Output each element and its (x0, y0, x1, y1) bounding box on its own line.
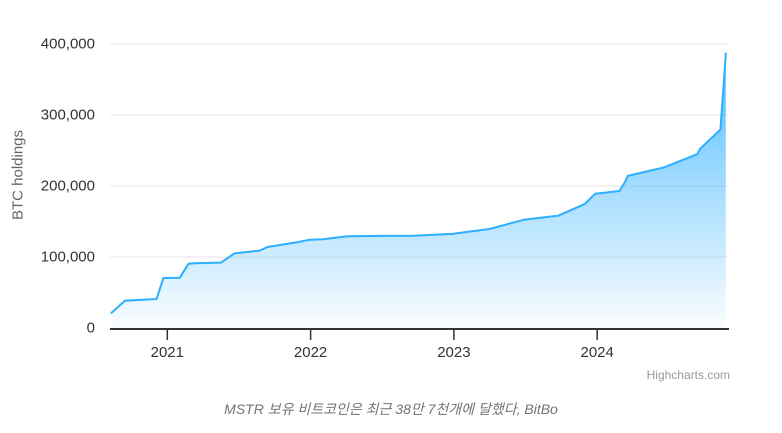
chart-caption: MSTR 보유 비트코인은 최근 38만 7천개에 달했다, BitBo (224, 401, 558, 417)
x-tick-label: 2023 (437, 344, 471, 361)
series-area[interactable] (111, 53, 726, 329)
series-line (110, 52, 727, 314)
x-tick-label: 2022 (293, 344, 328, 361)
y-tick-label: 200,000 (40, 177, 95, 195)
y-tick-label: 100,000 (40, 248, 95, 266)
highcharts-credit[interactable]: Highcharts.com (646, 368, 730, 382)
x-tick-label: 2024 (580, 344, 614, 361)
y-axis-title: BTC holdings (9, 129, 27, 221)
y-tick-label: 0 (86, 319, 95, 337)
y-tick-label: 300,000 (40, 106, 95, 124)
x-tick-label: 2021 (150, 344, 184, 361)
y-tick-label: 400,000 (40, 35, 95, 53)
